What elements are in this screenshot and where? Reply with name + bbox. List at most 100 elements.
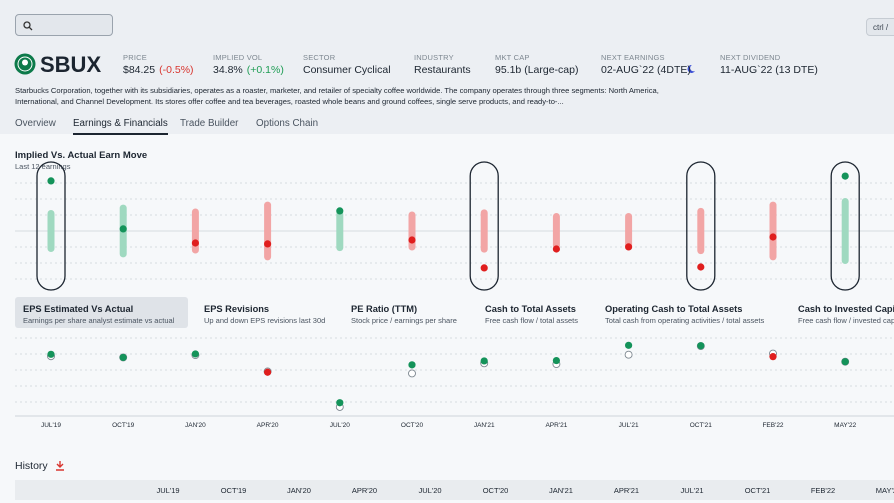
field-value: 34.8% (+0.1%)	[213, 64, 284, 76]
metric-title[interactable]: Cash to Total Assets	[485, 304, 576, 314]
field-change: (-0.5%)	[159, 64, 194, 76]
field-value: Consumer Cyclical	[303, 64, 391, 76]
actual-dot	[552, 356, 561, 365]
x-tick-label: JAN'21	[474, 422, 495, 429]
field-label: MKT CAP	[495, 53, 530, 62]
actual-dot	[119, 353, 127, 362]
metric-subtitle[interactable]: Total cash from operating activities / t…	[605, 316, 764, 325]
highlight-ring	[36, 161, 66, 291]
field-label: SECTOR	[303, 53, 336, 62]
x-tick-label: MAY'22	[834, 422, 856, 429]
highlight-ring	[469, 161, 499, 291]
field-value: Restaurants	[414, 64, 471, 76]
shortcut: ctrl /	[866, 18, 894, 36]
actual-dot	[191, 350, 199, 358]
x-tick-label: FEB'22	[762, 422, 783, 429]
metric-subtitle[interactable]: Stock price / earnings per share	[351, 316, 457, 325]
tab[interactable]: Earnings & Financials	[73, 118, 168, 135]
history-col-label: OCT'21	[745, 486, 771, 495]
implied-bar	[552, 213, 560, 249]
metric-title[interactable]: PE Ratio (TTM)	[351, 304, 417, 314]
implied-bar	[191, 208, 199, 254]
metric-title[interactable]: Cash to Invested Capital	[798, 304, 894, 314]
metric-subtitle[interactable]: Free cash flow / invested capital	[798, 316, 894, 325]
implied-bar	[841, 198, 849, 264]
history-title: History	[15, 460, 48, 472]
actual-dot	[552, 245, 561, 253]
history-col-label: FEB'22	[811, 486, 835, 495]
implied-bar	[625, 213, 633, 249]
field-label: NEXT DIVIDEND	[720, 53, 781, 62]
metric-subtitle[interactable]: Earnings per share analyst estimate vs a…	[23, 316, 175, 325]
history-col-label: MAY'22	[876, 486, 894, 495]
x-tick-label: APR'20	[257, 422, 279, 429]
metric-subtitle[interactable]: Free cash flow / total assets	[485, 316, 578, 325]
actual-dot	[47, 177, 55, 185]
field-label: INDUSTRY	[414, 53, 454, 62]
implied-bar	[769, 201, 777, 261]
history-col-label: JAN'21	[549, 486, 573, 495]
history-col-label: APR'21	[614, 486, 639, 495]
ticker: SBUX	[40, 52, 102, 77]
x-tick-label: OCT'20	[401, 422, 424, 429]
history-col-label: JAN'20	[287, 486, 311, 495]
actual-dot	[697, 342, 705, 350]
actual-dot	[336, 207, 344, 215]
actual-dot	[841, 172, 849, 180]
tab[interactable]: Trade Builder	[180, 118, 239, 129]
highlight-ring	[830, 161, 860, 291]
history-col-label: JUL'21	[680, 486, 703, 495]
actual-dot	[480, 357, 488, 365]
actual-dot	[119, 225, 127, 233]
history-col-label: OCT'20	[483, 486, 509, 495]
download-icon[interactable]	[56, 461, 64, 471]
actual-dot	[769, 353, 777, 361]
tab[interactable]: Overview	[15, 118, 56, 129]
actual-dot	[408, 361, 416, 369]
metric-title[interactable]: Operating Cash to Total Assets	[605, 304, 742, 314]
x-tick-label: JAN'20	[185, 422, 206, 429]
actual-dot	[191, 239, 199, 247]
actual-dot	[625, 243, 633, 251]
x-tick-label: APR'21	[545, 422, 567, 429]
estimate-dot	[624, 350, 633, 359]
actual-dot	[769, 233, 777, 241]
highlight-ring	[686, 161, 716, 291]
field-label: IMPLIED VOL	[213, 53, 263, 62]
field-label: NEXT EARNINGS	[601, 53, 665, 62]
history-col-label: JUL'20	[418, 486, 441, 495]
actual-dot	[47, 350, 55, 358]
implied-bar	[697, 207, 705, 255]
implied-bar	[408, 211, 416, 251]
field-value: 11-AUG`22 (13 DTE)	[720, 64, 818, 76]
logo	[14, 53, 36, 75]
actual-dot	[697, 263, 705, 271]
x-tick-label: JUL'20	[330, 422, 350, 429]
tab[interactable]: Options Chain	[256, 118, 319, 129]
actual-dot	[336, 399, 344, 407]
chart-title: Implied Vs. Actual Earn Move	[15, 150, 147, 161]
x-tick-label: JUL'19	[41, 422, 61, 429]
field-value: 02-AUG`22 (4DTE)	[601, 64, 691, 76]
metric-selected-bg	[15, 297, 188, 328]
x-tick-label: JUL'21	[619, 422, 639, 429]
history-col-label: OCT'19	[221, 486, 247, 495]
actual-dot	[480, 264, 488, 272]
field-value: 95.1b (Large-cap)	[495, 64, 579, 76]
chart-subtitle: Last 12 earnings	[15, 162, 71, 171]
actual-dot	[625, 341, 633, 349]
search-box[interactable]	[15, 14, 113, 36]
x-tick-label: OCT'19	[112, 422, 135, 429]
metric-subtitle[interactable]: Up and down EPS revisions last 30d	[204, 316, 325, 325]
header-bg	[0, 0, 894, 134]
field-label: PRICE	[123, 53, 147, 62]
x-tick-label: OCT'21	[690, 422, 713, 429]
implied-bar	[480, 209, 488, 253]
implied-bar	[336, 210, 344, 252]
metric-title[interactable]: EPS Revisions	[204, 304, 269, 314]
implied-bar	[47, 210, 55, 252]
metric-title[interactable]: EPS Estimated Vs Actual	[23, 304, 133, 314]
actual-dot	[408, 236, 416, 244]
